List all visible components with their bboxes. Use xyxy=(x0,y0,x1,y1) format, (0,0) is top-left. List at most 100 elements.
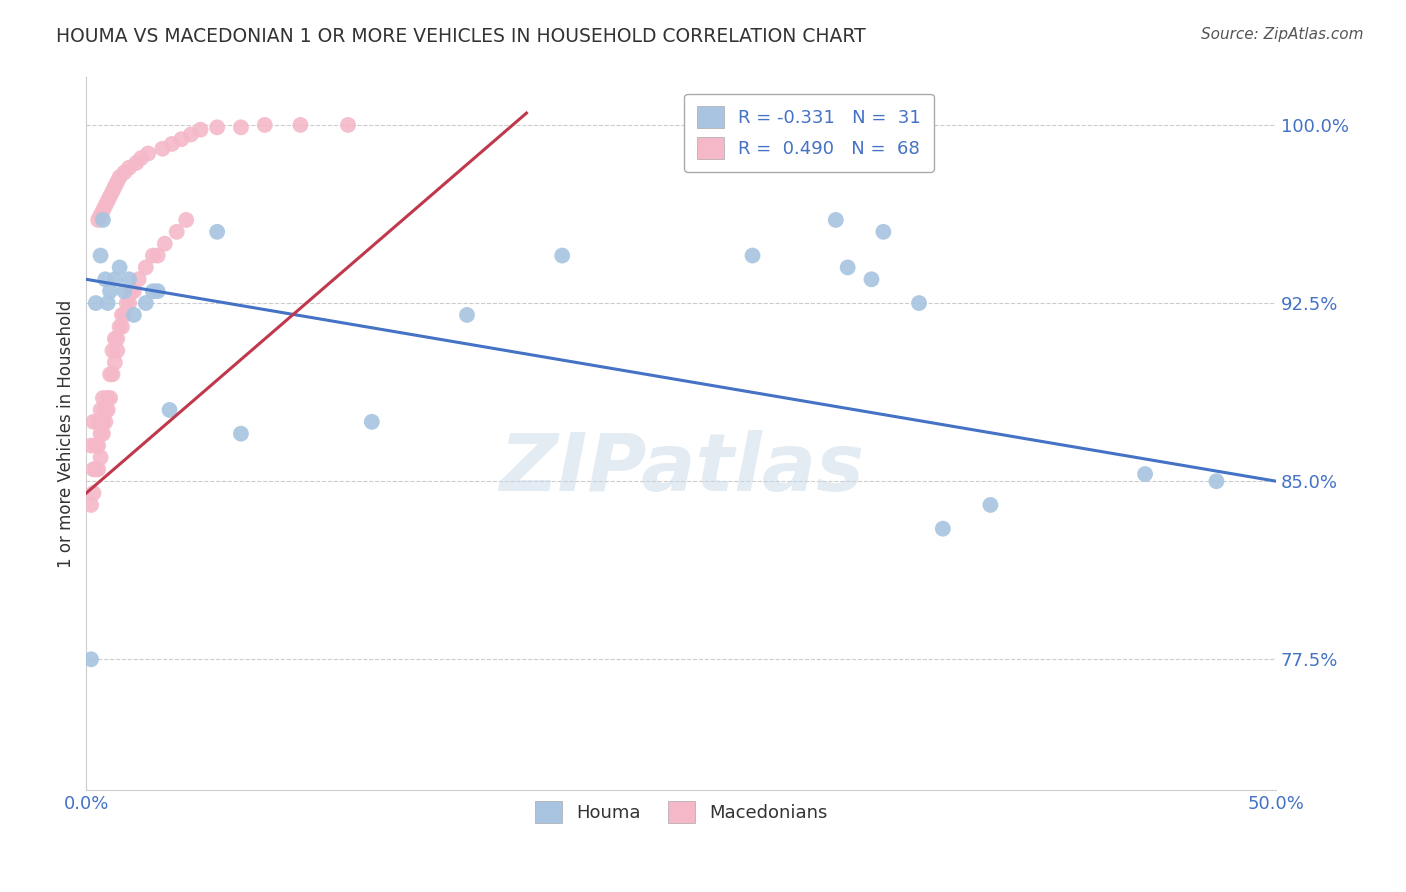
Point xyxy=(122,308,145,322)
Point xyxy=(253,118,276,132)
Point xyxy=(152,142,174,156)
Point xyxy=(456,308,478,322)
Point xyxy=(136,146,159,161)
Point xyxy=(290,118,312,132)
Point xyxy=(118,161,141,175)
Point xyxy=(84,462,107,476)
Point xyxy=(97,296,120,310)
Point xyxy=(872,225,894,239)
Point xyxy=(205,225,228,239)
Point xyxy=(115,296,138,310)
Point xyxy=(98,189,121,203)
Point xyxy=(97,391,120,405)
Point xyxy=(108,260,131,275)
Point xyxy=(98,284,121,298)
Point xyxy=(142,249,165,263)
Point xyxy=(84,296,107,310)
Point xyxy=(170,132,193,146)
Point xyxy=(101,368,124,382)
Point xyxy=(159,403,181,417)
Point xyxy=(91,213,114,227)
Point xyxy=(82,462,104,476)
Point xyxy=(122,284,145,298)
Point xyxy=(135,260,157,275)
Point xyxy=(105,175,128,189)
Point xyxy=(121,284,143,298)
Point xyxy=(91,426,114,441)
Point xyxy=(824,213,846,227)
Point xyxy=(87,462,110,476)
Point xyxy=(90,403,112,417)
Point xyxy=(112,308,135,322)
Point xyxy=(105,343,128,358)
Point xyxy=(94,199,117,213)
Point xyxy=(551,249,574,263)
Point xyxy=(337,118,360,132)
Point xyxy=(932,522,955,536)
Point xyxy=(90,208,112,222)
Point xyxy=(229,426,252,441)
Point xyxy=(205,120,228,135)
Point xyxy=(108,170,131,185)
Point xyxy=(160,136,183,151)
Text: Source: ZipAtlas.com: Source: ZipAtlas.com xyxy=(1201,27,1364,42)
Point xyxy=(229,120,252,135)
Point xyxy=(98,368,121,382)
Point xyxy=(80,438,103,452)
Legend: Houma, Macedonians: Houma, Macedonians xyxy=(524,790,838,834)
Point xyxy=(91,415,114,429)
Point xyxy=(104,355,127,369)
Point xyxy=(84,438,107,452)
Point xyxy=(104,179,127,194)
Point xyxy=(112,284,135,298)
Point xyxy=(146,249,169,263)
Point xyxy=(91,391,114,405)
Point xyxy=(360,415,382,429)
Point xyxy=(979,498,1001,512)
Point xyxy=(90,426,112,441)
Point xyxy=(101,185,124,199)
Point xyxy=(90,450,112,465)
Point xyxy=(860,272,883,286)
Point xyxy=(105,332,128,346)
Point xyxy=(97,403,120,417)
Text: HOUMA VS MACEDONIAN 1 OR MORE VEHICLES IN HOUSEHOLD CORRELATION CHART: HOUMA VS MACEDONIAN 1 OR MORE VEHICLES I… xyxy=(56,27,866,45)
Point xyxy=(908,296,931,310)
Point xyxy=(90,249,112,263)
Point xyxy=(129,151,152,165)
Point xyxy=(142,284,165,298)
Point xyxy=(741,249,763,263)
Point xyxy=(166,225,188,239)
Point xyxy=(135,296,157,310)
Point xyxy=(1133,467,1156,481)
Point xyxy=(111,319,134,334)
Point xyxy=(1205,474,1227,488)
Point xyxy=(128,272,150,286)
Point xyxy=(112,165,135,179)
Point xyxy=(94,415,117,429)
Point xyxy=(80,652,103,666)
Point xyxy=(108,319,131,334)
Point xyxy=(174,213,197,227)
Text: ZIPatlas: ZIPatlas xyxy=(499,430,863,508)
Point xyxy=(118,272,141,286)
Point xyxy=(837,260,859,275)
Point xyxy=(180,128,202,142)
Point xyxy=(118,296,141,310)
Point xyxy=(94,403,117,417)
Point xyxy=(125,156,148,170)
Point xyxy=(80,498,103,512)
Point xyxy=(91,203,114,218)
Point xyxy=(94,272,117,286)
Point xyxy=(87,415,110,429)
Point xyxy=(190,122,212,136)
Point xyxy=(87,438,110,452)
Point xyxy=(82,415,104,429)
Point xyxy=(146,284,169,298)
Point xyxy=(87,213,110,227)
Y-axis label: 1 or more Vehicles in Household: 1 or more Vehicles in Household xyxy=(58,300,75,568)
Point xyxy=(98,391,121,405)
Point xyxy=(153,236,176,251)
Point xyxy=(82,486,104,500)
Point xyxy=(101,343,124,358)
